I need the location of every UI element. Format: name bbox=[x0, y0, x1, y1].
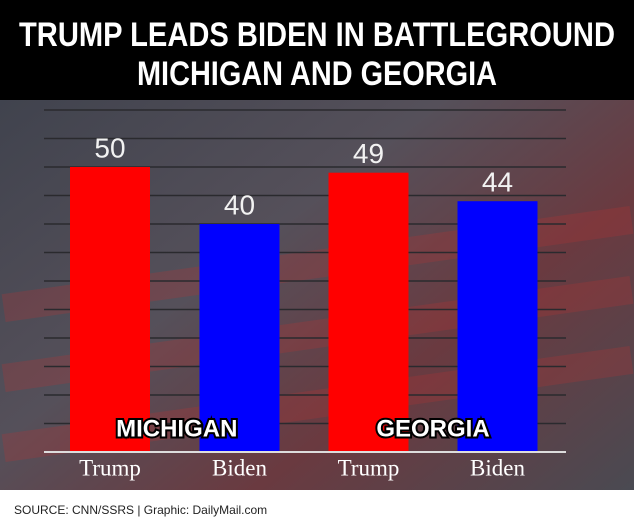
x-tick-label: Biden bbox=[212, 455, 267, 480]
x-tick-label: Biden bbox=[470, 455, 525, 480]
group-label: GEORGIA bbox=[376, 415, 489, 442]
bar bbox=[70, 167, 150, 452]
bar bbox=[199, 224, 280, 452]
data-label: 49 bbox=[353, 138, 384, 169]
chart-title: MICHIGAN AND GEORGIA bbox=[137, 55, 497, 93]
bar bbox=[328, 172, 409, 452]
footer-band bbox=[0, 490, 634, 531]
title-band bbox=[0, 0, 634, 100]
bar bbox=[457, 201, 538, 452]
data-label: 50 bbox=[94, 132, 125, 163]
x-tick-label: Trump bbox=[338, 455, 400, 480]
source-note: SOURCE: CNN/SSRS | Graphic: DailyMail.co… bbox=[14, 503, 267, 517]
x-tick-label: Trump bbox=[79, 455, 141, 480]
data-label: 40 bbox=[224, 189, 255, 220]
chart-title: TRUMP LEADS BIDEN IN BATTLEGROUND bbox=[19, 16, 615, 54]
group-label: MICHIGAN bbox=[116, 415, 237, 442]
data-label: 44 bbox=[482, 167, 513, 198]
